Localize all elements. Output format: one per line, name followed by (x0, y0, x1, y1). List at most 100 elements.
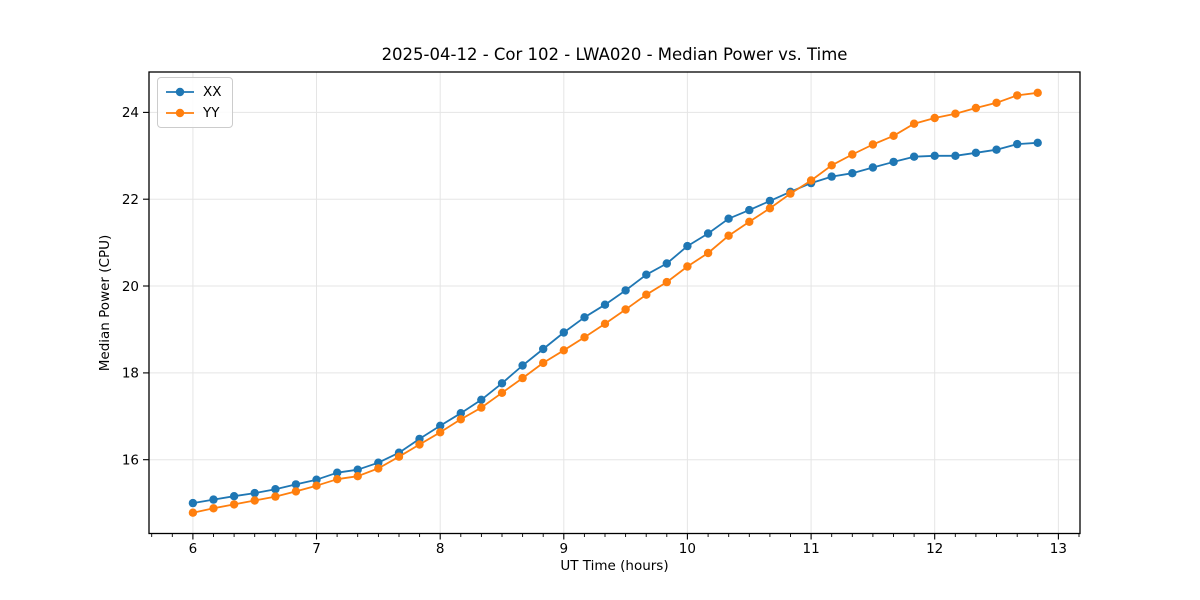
data-point-yy (250, 496, 259, 505)
data-point-xx (271, 485, 280, 494)
data-point-yy (394, 452, 404, 461)
data-point-yy (745, 217, 754, 226)
y-tick-label: 18 (122, 366, 139, 382)
data-point-yy (209, 504, 218, 513)
data-point-yy (1013, 91, 1022, 100)
x-tick-label: 10 (679, 541, 696, 557)
data-point-xx (724, 214, 733, 223)
legend-sample-yy-icon (166, 108, 194, 118)
data-point-xx (1013, 139, 1022, 149)
data-point-xx (539, 344, 548, 354)
data-point-yy (806, 176, 816, 185)
data-point-yy (600, 319, 610, 328)
data-point-yy (333, 475, 342, 484)
data-point-xx (353, 465, 362, 474)
x-axis-label: UT Time (hours) (560, 558, 669, 574)
x-tick-label: 13 (1050, 541, 1067, 557)
x-tick-label: 8 (436, 541, 445, 557)
data-point-yy (312, 481, 321, 490)
legend-label: YY (203, 105, 220, 121)
data-point-yy (909, 119, 919, 128)
data-point-yy (580, 333, 589, 342)
legend-item-yy: YY (164, 103, 222, 123)
data-point-xx (188, 498, 198, 508)
data-point-xx (930, 151, 939, 160)
data-point-xx (312, 475, 321, 484)
data-point-xx (662, 259, 671, 268)
data-point-yy (848, 150, 857, 159)
data-point-xx (600, 300, 610, 309)
data-point-yy (436, 428, 445, 437)
data-point-yy (456, 415, 465, 424)
data-point-yy (951, 109, 960, 118)
data-point-xx (291, 480, 301, 489)
data-point-yy (642, 290, 651, 299)
data-point-yy (786, 189, 795, 198)
data-point-yy (374, 464, 383, 473)
data-point-yy (291, 487, 301, 496)
data-point-xx (909, 152, 919, 161)
data-point-xx (971, 148, 981, 157)
data-point-yy (971, 103, 981, 113)
y-tick-label: 22 (122, 192, 139, 208)
data-point-xx (250, 488, 259, 498)
data-point-xx (621, 286, 630, 295)
data-point-yy (889, 131, 898, 140)
data-point-xx (848, 169, 857, 178)
data-point-xx (827, 172, 836, 181)
chart-title: 2025-04-12 - Cor 102 - LWA020 - Median P… (381, 45, 848, 64)
data-point-xx (518, 361, 527, 370)
data-point-xx (436, 421, 445, 430)
data-point-yy (703, 248, 713, 258)
data-point-yy (188, 508, 198, 517)
data-point-yy (518, 373, 527, 383)
data-point-yy (271, 492, 280, 501)
data-point-yy (539, 358, 548, 368)
data-point-yy (1033, 88, 1042, 98)
data-point-yy (621, 305, 630, 314)
data-point-xx (642, 270, 651, 279)
x-tick-label: 11 (803, 541, 820, 557)
data-point-xx (868, 163, 878, 172)
data-point-xx (992, 145, 1001, 154)
data-point-yy (827, 161, 836, 170)
legend-sample-xx-icon (166, 87, 194, 97)
series-line-xx (191, 141, 1039, 505)
data-point-xx (580, 313, 589, 322)
x-tick-label: 12 (926, 541, 943, 557)
data-point-yy (765, 204, 775, 213)
data-point-xx (477, 395, 486, 404)
data-point-yy (477, 403, 486, 412)
data-point-yy (353, 472, 362, 481)
data-point-yy (415, 440, 424, 449)
data-point-xx (456, 409, 465, 418)
data-point-yy (497, 388, 507, 397)
y-tick-label: 20 (122, 279, 139, 295)
data-point-yy (992, 98, 1001, 108)
data-point-xx (229, 492, 239, 501)
x-tick-label: 9 (560, 541, 569, 557)
x-tick-label: 7 (312, 541, 321, 557)
data-point-yy (683, 262, 692, 271)
plot-border (148, 71, 1081, 535)
data-point-yy (559, 346, 568, 355)
data-point-yy (930, 113, 939, 123)
legend: XX YY (157, 77, 233, 128)
data-point-xx (765, 196, 775, 206)
data-point-xx (1033, 138, 1042, 147)
data-point-xx (333, 468, 342, 477)
data-point-yy (229, 500, 239, 509)
data-point-xx (683, 241, 692, 251)
legend-label: XX (203, 84, 222, 100)
data-point-xx (497, 379, 507, 388)
data-point-xx (209, 495, 218, 504)
data-point-xx (559, 328, 568, 337)
data-point-xx (703, 229, 713, 238)
data-point-yy (662, 277, 671, 287)
y-tick-label: 16 (122, 453, 139, 469)
x-tick-label: 6 (189, 541, 198, 557)
data-point-xx (889, 157, 898, 167)
data-point-yy (868, 140, 878, 149)
